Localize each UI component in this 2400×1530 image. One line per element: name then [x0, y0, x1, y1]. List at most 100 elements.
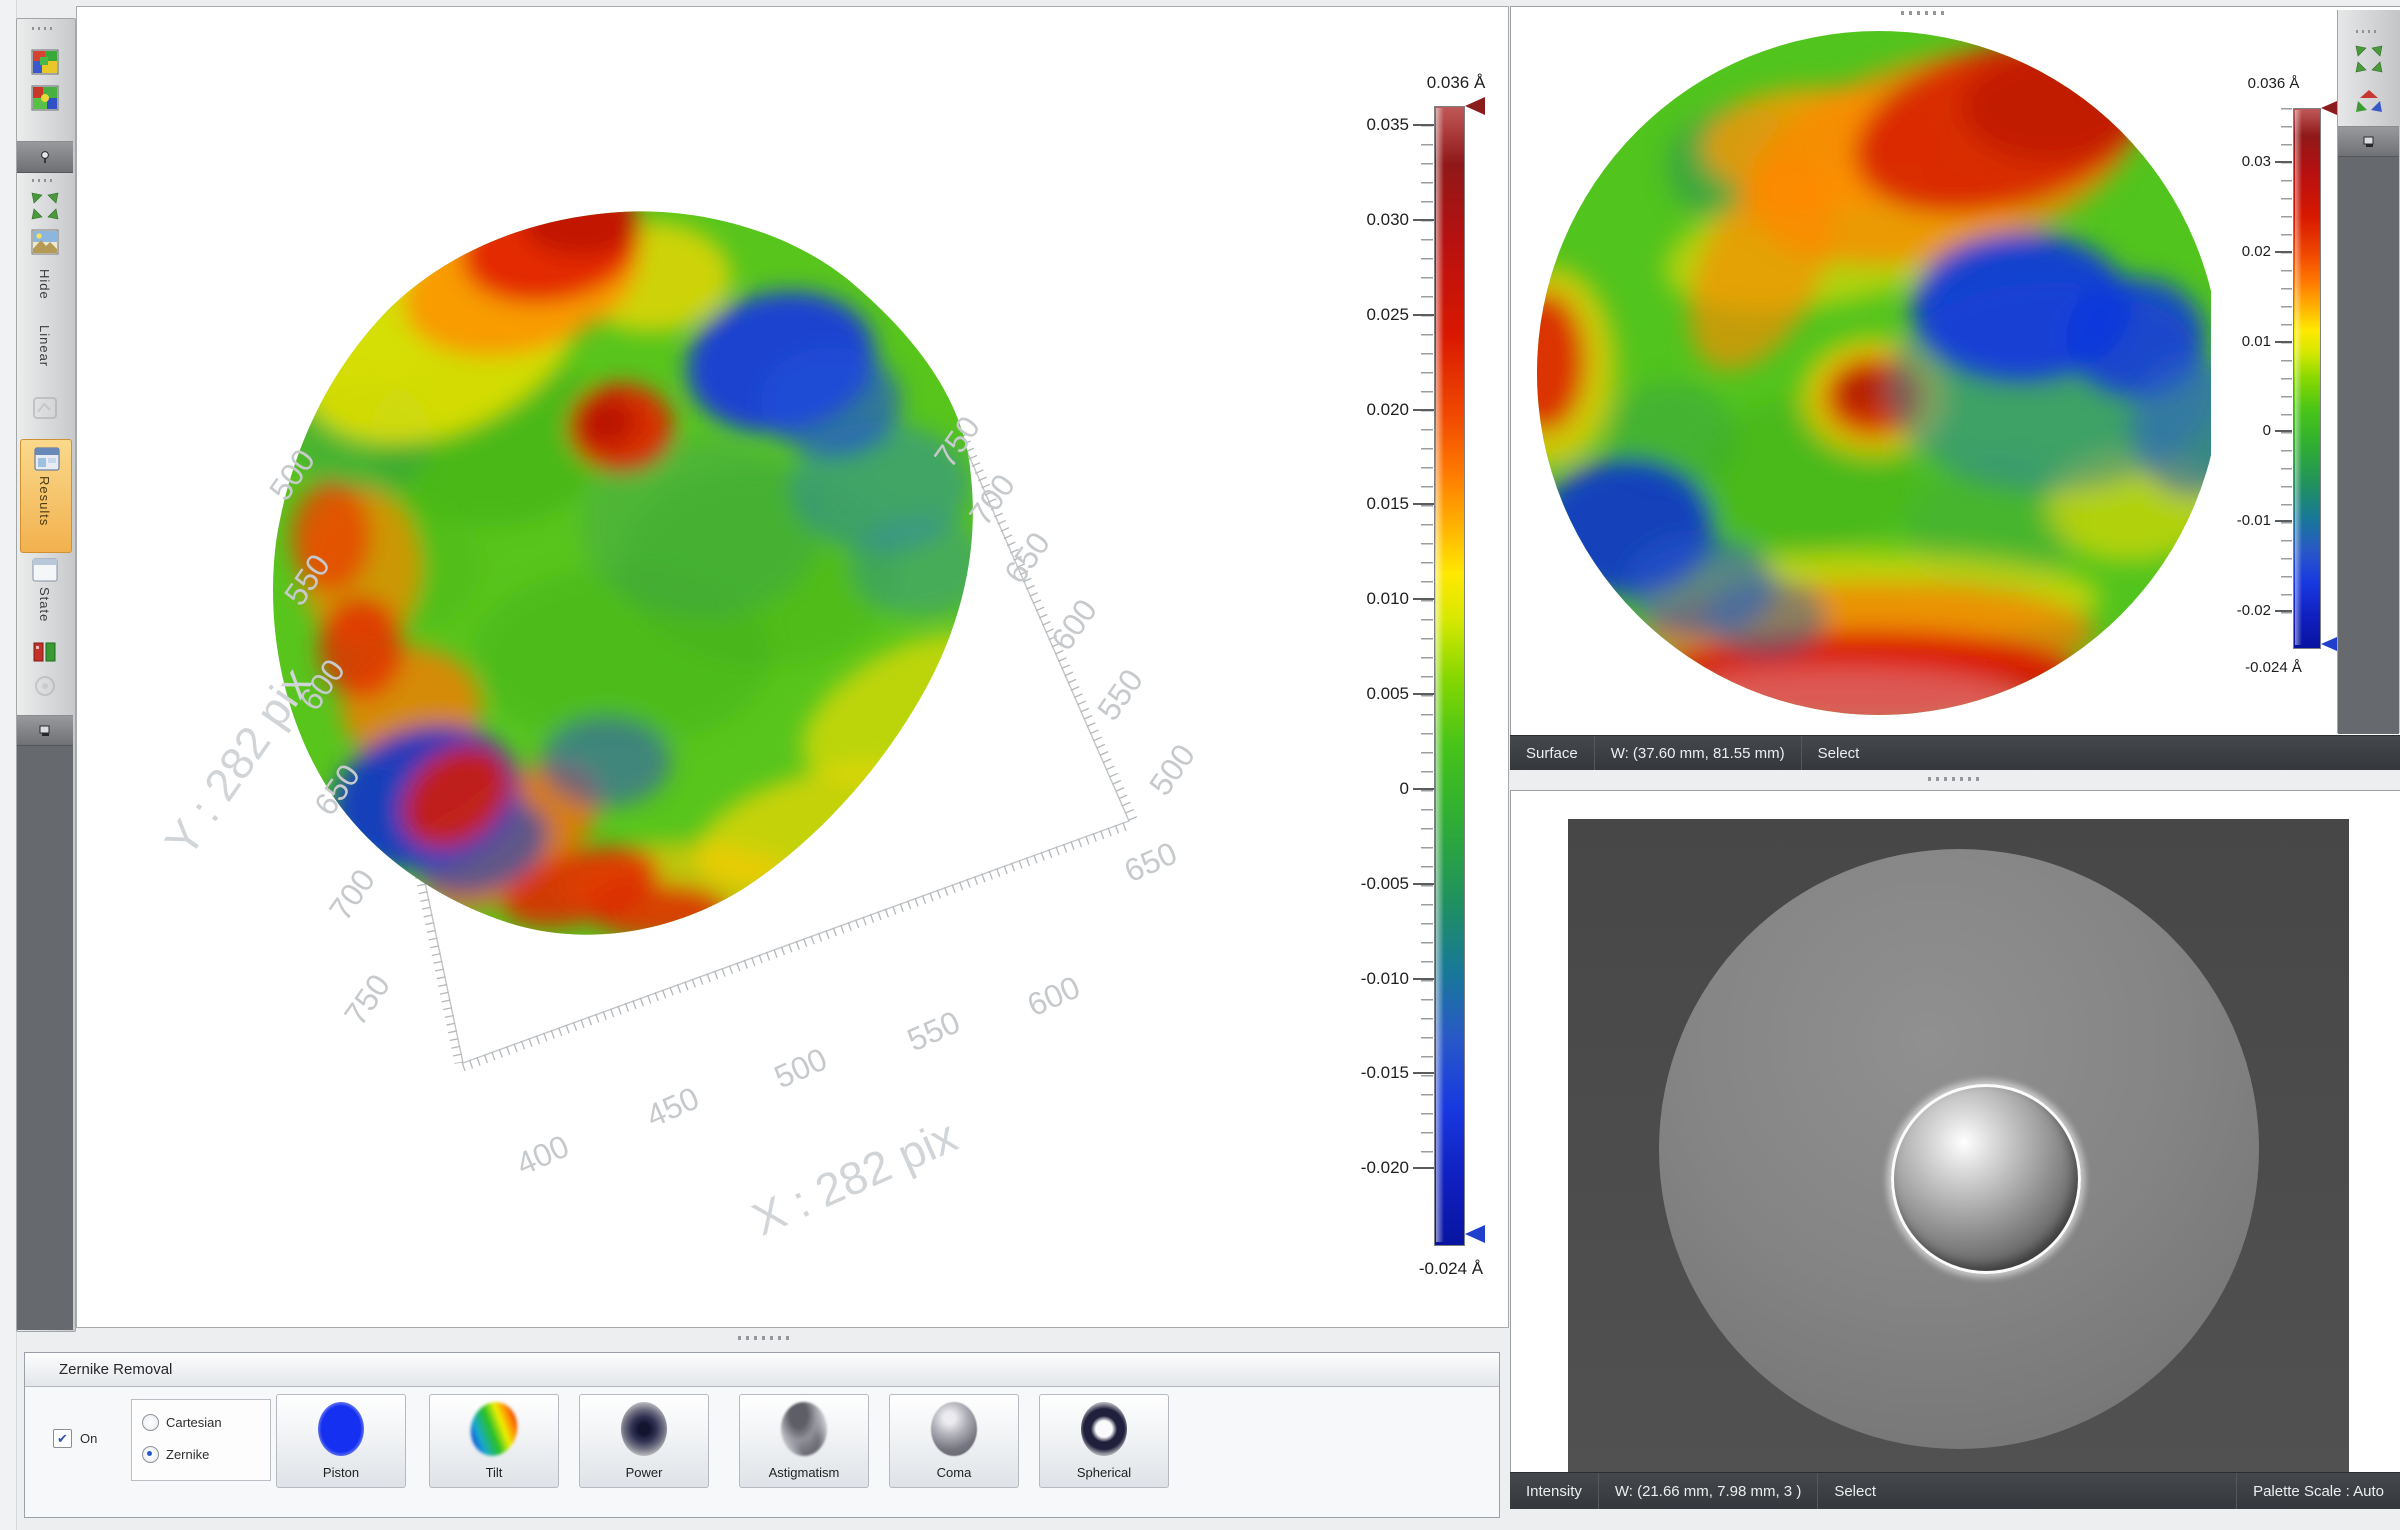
colorbar-min-marker[interactable]	[1465, 1225, 1485, 1243]
coma-button[interactable]: Coma	[889, 1394, 1019, 1488]
astigmatism-icon	[781, 1402, 827, 1456]
intensity-cursor-readout: W: (21.66 mm, 7.98 mm, 3 )	[1599, 1473, 1819, 1509]
svg-text:550: 550	[1090, 662, 1150, 726]
left-toolbar: Hide Linear Results State	[16, 18, 76, 1332]
intensity-mode-label[interactable]: Intensity	[1510, 1473, 1599, 1509]
colorbar-highlight	[1436, 108, 1444, 1242]
right-vertical-splitter[interactable]	[1928, 777, 1980, 781]
expand-arrows-glyph	[31, 192, 59, 220]
surface-toolbar-empty	[2338, 156, 2399, 734]
tilt-button[interactable]: Tilt	[429, 1394, 559, 1488]
piston-button[interactable]: Piston	[276, 1394, 406, 1488]
palette-cycle-glyph	[2356, 90, 2382, 112]
astigmatism-button[interactable]: Astigmatism	[739, 1394, 869, 1488]
svg-text:500: 500	[769, 1041, 832, 1096]
intensity-image[interactable]	[1568, 819, 2349, 1473]
plot3d-panel[interactable]: 500 550 600 650 700 750 750 700 650 600 …	[76, 6, 1509, 1328]
svg-text:500: 500	[1142, 737, 1202, 801]
spectrum-map-icon[interactable]	[29, 83, 61, 113]
toolbar-pin-strip[interactable]	[17, 141, 73, 173]
surface-select-tool[interactable]: Select	[1817, 744, 1860, 762]
svg-text:550: 550	[902, 1004, 965, 1059]
coma-icon	[931, 1402, 977, 1456]
state-window-glyph	[32, 558, 58, 582]
svg-text:400: 400	[511, 1128, 574, 1183]
colorbar-max-label: 0.036 Å	[1426, 73, 1486, 92]
record-glyph	[33, 642, 56, 662]
colorbar-minor-ticks	[1421, 125, 1433, 1170]
power-icon	[621, 1402, 667, 1456]
surface-colorbar: 0.036 Å 0.03 0.02 0.01 0 -0.01 -0.02 -0.…	[2211, 7, 2341, 736]
results-window-icon	[31, 444, 63, 474]
on-checkbox-label: On	[80, 1431, 98, 1446]
zernike-on-toggle[interactable]: ✔ On	[53, 1429, 97, 1448]
surface-colorbar-highlight	[2295, 110, 2302, 645]
radio-cartesian[interactable]: Cartesian	[142, 1414, 222, 1431]
surface-map	[1537, 31, 2211, 715]
record-icon[interactable]	[29, 637, 61, 667]
palette-cycle-icon[interactable]	[2354, 88, 2384, 123]
toolbar-tab-state[interactable]: State	[37, 587, 52, 623]
zernike-radio-icon[interactable]	[142, 1446, 159, 1463]
toolbar-tab-hide[interactable]: Hide	[37, 269, 52, 300]
toolbar-tab-linear[interactable]: Linear	[37, 325, 52, 368]
surface-colorbar-max-label: 0.036 Å	[2247, 75, 2300, 92]
surface-view-toolbar	[2337, 10, 2400, 734]
surface-view-panel[interactable]: 0.036 Å 0.03 0.02 0.01 0 -0.01 -0.02 -0.…	[1510, 6, 2400, 737]
intensity-view-panel[interactable]	[1510, 790, 2400, 1474]
svg-text:700: 700	[322, 862, 382, 926]
mini-view-icon	[2363, 136, 2373, 147]
mini-panel-icon	[39, 725, 50, 736]
cartesian-radio-icon[interactable]	[142, 1414, 159, 1431]
zernike-removal-panel: Zernike Removal ✔ On Cartesian Zernike P…	[24, 1352, 1500, 1518]
state-window-icon[interactable]	[29, 555, 61, 585]
intensity-aperture-circle	[1659, 849, 2259, 1449]
plot3d-colorbar: 0.036 Å 0.035 0.030 0.025 0.020 0.015 0.…	[1301, 7, 1506, 1327]
expand-arrows-icon[interactable]	[29, 191, 61, 221]
surface-colorbar-minor-ticks	[2281, 108, 2292, 628]
intensity-status-bar: Intensity W: (21.66 mm, 7.98 mm, 3 ) Sel…	[1510, 1472, 2400, 1509]
svg-text:600: 600	[1022, 969, 1085, 1024]
y-axis-title: Y : 282 pix	[154, 658, 321, 865]
disabled-tool-glyph	[33, 397, 57, 419]
surface-toolbar-grip[interactable]	[2356, 30, 2380, 33]
toolbar-grip-handle-2[interactable]	[32, 179, 56, 182]
expand-arrows-glyph-right	[2355, 45, 2383, 73]
toolbar-grip-handle[interactable]	[32, 27, 56, 30]
spherical-button[interactable]: Spherical	[1039, 1394, 1169, 1488]
sidebar-tab-results[interactable]: Results	[20, 439, 72, 553]
coordinate-mode-group: Cartesian Zernike	[131, 1399, 271, 1481]
intensity-sphere	[1891, 1084, 2081, 1274]
radio-zernike[interactable]: Zernike	[142, 1446, 209, 1463]
power-button[interactable]: Power	[579, 1394, 709, 1488]
toolbar-lower-strip[interactable]	[17, 715, 73, 747]
snapshot-glyph	[35, 676, 55, 696]
expand-arrows-icon-right[interactable]	[2354, 44, 2384, 79]
surface-toolbar-strip[interactable]	[2338, 126, 2399, 158]
piston-icon	[318, 1402, 364, 1456]
surface-map-icon[interactable]	[29, 47, 61, 77]
disabled-tool-icon	[29, 393, 61, 423]
surface-colorbar-min-label: -0.024 Å	[2245, 659, 2302, 676]
window-left-margin	[0, 0, 17, 1530]
plot3d-canvas[interactable]: 500 550 600 650 700 750 750 700 650 600 …	[77, 7, 1297, 1325]
surface-colorbar-max-marker[interactable]	[2321, 101, 2337, 115]
surface-colorbar-min-marker[interactable]	[2321, 637, 2337, 651]
surface-mode-label[interactable]: Surface	[1510, 736, 1595, 770]
horizontal-splitter[interactable]	[738, 1336, 790, 1340]
toolbar-empty-area	[17, 745, 73, 1330]
on-checkbox[interactable]: ✔	[53, 1429, 72, 1448]
image-view-icon[interactable]	[29, 227, 61, 257]
zernike-panel-titlebar[interactable]: Zernike Removal	[25, 1353, 1499, 1387]
palette-scale-setting[interactable]: Palette Scale : Auto	[2236, 1473, 2400, 1509]
spectrum-map-icon-glyph	[31, 85, 59, 111]
sidebar-tab-results-label: Results	[37, 476, 52, 527]
colorbar-max-marker[interactable]	[1465, 97, 1485, 115]
intensity-select-tool[interactable]: Select	[1834, 1482, 1877, 1500]
image-view-glyph	[31, 229, 59, 255]
svg-text:650: 650	[1119, 835, 1182, 890]
surface-map-canvas[interactable]	[1511, 7, 2211, 734]
surface-map-icon-glyph	[31, 49, 59, 75]
surface-panel-grip[interactable]	[1901, 11, 1945, 15]
